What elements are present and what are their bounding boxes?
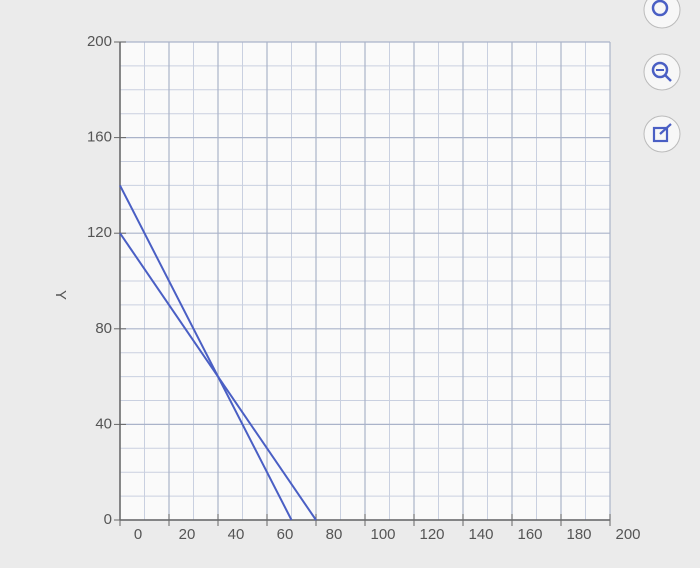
x-tick-label: 80 — [326, 526, 343, 543]
y-tick-label: 80 — [95, 320, 112, 337]
x-tick-label: 160 — [517, 526, 542, 543]
x-tick-label: 20 — [179, 526, 196, 543]
x-tick-label: 120 — [419, 526, 444, 543]
data-line — [119, 232, 317, 521]
y-axis-label: Y — [52, 290, 69, 300]
x-tick-label: 100 — [370, 526, 395, 543]
x-tick-label: 0 — [134, 526, 142, 543]
x-tick-label: 140 — [468, 526, 493, 543]
zoom-in-button[interactable] — [643, 0, 681, 29]
zoom-out-button[interactable] — [643, 53, 681, 91]
y-tick-label: 0 — [104, 511, 112, 528]
x-tick-label: 40 — [228, 526, 245, 543]
x-tick-label: 180 — [566, 526, 591, 543]
data-line — [119, 184, 293, 521]
y-tick-label: 40 — [95, 415, 112, 432]
x-tick-label: 200 — [615, 526, 640, 543]
x-tick-label: 60 — [277, 526, 294, 543]
y-tick-label: 160 — [87, 129, 112, 146]
y-tick-label: 200 — [87, 33, 112, 50]
y-tick-label: 120 — [87, 224, 112, 241]
open-external-button[interactable] — [643, 115, 681, 153]
